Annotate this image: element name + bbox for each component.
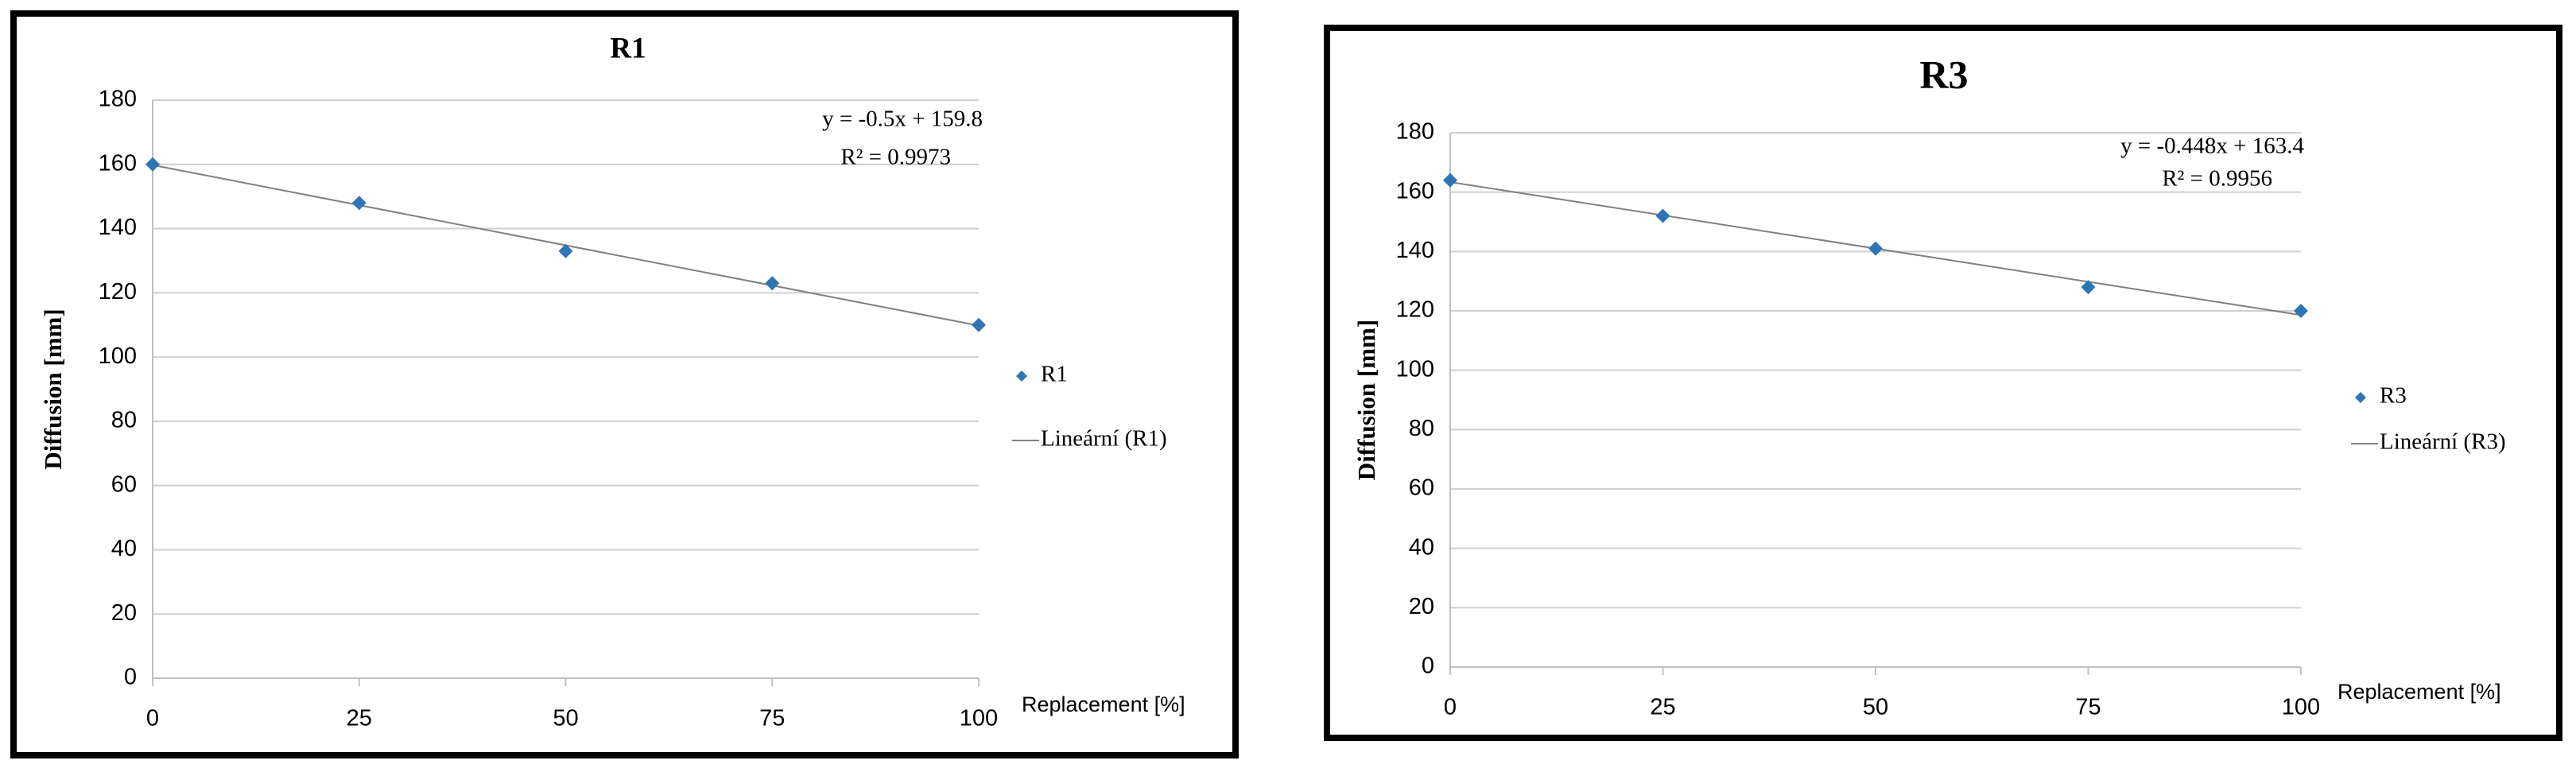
x-tick-label: 100 <box>960 706 998 731</box>
data-point <box>765 276 780 291</box>
y-tick-label: 120 <box>1396 297 1434 323</box>
x-tick-label: 25 <box>1650 695 1675 720</box>
data-point <box>1655 208 1670 223</box>
y-tick-label: 120 <box>99 279 137 305</box>
y-tick-label: 100 <box>1396 356 1434 382</box>
data-point <box>1443 173 1457 188</box>
data-point <box>1868 241 1883 256</box>
trend-equation: y = -0.448x + 163.4 <box>2120 134 2304 159</box>
legend-label: Lineární (R1) <box>1041 426 1167 452</box>
chart-frame <box>1324 25 2562 741</box>
legend-marker <box>1016 370 1027 382</box>
y-tick-label: 0 <box>1422 654 1434 679</box>
x-tick-label: 75 <box>2075 695 2101 720</box>
y-tick-label: 140 <box>1396 238 1434 263</box>
y-tick-label: 20 <box>111 600 137 626</box>
trend-r2: R² = 0.9973 <box>840 145 951 170</box>
y-tick-label: 180 <box>1396 119 1434 145</box>
y-axis-label: Diffusion [mm] <box>39 308 67 469</box>
legend-marker <box>2355 392 2366 403</box>
y-tick-label: 20 <box>1409 594 1434 619</box>
data-point <box>2081 280 2096 295</box>
y-tick-label: 140 <box>99 215 137 240</box>
y-tick-label: 40 <box>111 536 137 561</box>
x-tick-label: 25 <box>347 706 372 731</box>
data-point <box>972 317 986 332</box>
chart-frame <box>10 10 1239 758</box>
x-axis-label: Replacement [%] <box>1022 692 1185 716</box>
y-tick-label: 80 <box>111 408 137 433</box>
y-tick-label: 60 <box>1409 475 1434 501</box>
y-tick-label: 160 <box>1396 178 1434 204</box>
y-axis-label: Diffusion [mm] <box>1352 320 1380 480</box>
y-tick-label: 80 <box>1409 416 1434 441</box>
x-tick-label: 50 <box>1863 695 1888 720</box>
legend-label: R1 <box>1041 362 1068 387</box>
y-tick-label: 40 <box>1409 534 1434 560</box>
x-tick-label: 0 <box>1444 695 1457 720</box>
data-point <box>351 196 367 211</box>
x-tick-label: 50 <box>553 706 578 731</box>
legend-label: Lineární (R3) <box>2380 429 2506 455</box>
chart-title: R1 <box>610 32 646 64</box>
y-tick-label: 60 <box>111 471 137 497</box>
y-tick-label: 100 <box>99 343 137 369</box>
data-point <box>558 243 573 258</box>
trend-r2: R² = 0.9956 <box>2162 166 2272 192</box>
trend-equation: y = -0.5x + 159.8 <box>822 107 983 132</box>
x-tick-label: 75 <box>759 706 785 731</box>
x-tick-label: 100 <box>2282 695 2320 720</box>
y-tick-label: 160 <box>99 150 137 176</box>
chart-title: R3 <box>1919 52 1968 96</box>
legend-label: R3 <box>2380 383 2407 409</box>
x-axis-label: Replacement [%] <box>2337 680 2501 704</box>
y-tick-label: 180 <box>99 87 137 112</box>
data-point <box>2294 304 2308 318</box>
y-tick-label: 0 <box>124 665 137 690</box>
x-tick-label: 0 <box>146 706 159 731</box>
data-point <box>145 157 160 172</box>
